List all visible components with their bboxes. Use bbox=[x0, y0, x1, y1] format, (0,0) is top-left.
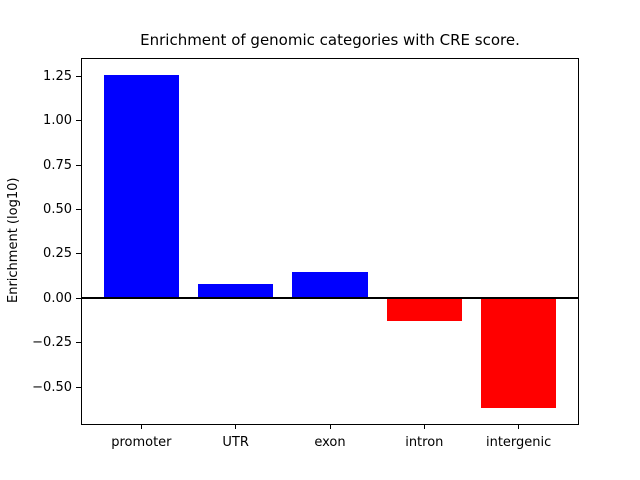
x-tick-mark bbox=[235, 425, 237, 429]
chart-title: Enrichment of genomic categories with CR… bbox=[140, 31, 520, 49]
x-tick-label-exon: exon bbox=[314, 435, 346, 450]
y-tick-mark bbox=[76, 75, 81, 77]
y-tick-mark bbox=[76, 209, 81, 211]
bar-exon bbox=[292, 271, 368, 299]
bar-UTR bbox=[197, 284, 274, 299]
x-tick-label-UTR: UTR bbox=[222, 435, 249, 450]
bar-intergenic bbox=[480, 298, 557, 409]
x-tick-label-intron: intron bbox=[405, 435, 444, 450]
x-tick-mark bbox=[140, 425, 142, 429]
y-tick-label: −0.25 bbox=[32, 335, 72, 351]
y-tick-label: 0.75 bbox=[43, 157, 72, 173]
y-tick-label: −0.50 bbox=[32, 379, 72, 395]
bar-promoter bbox=[103, 74, 180, 299]
y-tick-mark bbox=[76, 297, 81, 299]
x-tick-label-promoter: promoter bbox=[111, 435, 172, 450]
plot-area bbox=[81, 58, 579, 425]
y-tick-mark bbox=[76, 120, 81, 122]
y-tick-mark bbox=[76, 386, 81, 388]
y-tick-mark bbox=[76, 342, 81, 344]
x-tick-mark bbox=[518, 425, 520, 429]
y-tick-label: 0.25 bbox=[43, 246, 72, 262]
x-tick-mark bbox=[423, 425, 425, 429]
bar-intron bbox=[386, 298, 463, 322]
y-tick-label: 0.50 bbox=[43, 202, 72, 218]
y-tick-label: 0.00 bbox=[43, 290, 72, 306]
y-tick-mark bbox=[76, 253, 81, 255]
y-tick-label: 1.00 bbox=[43, 113, 72, 129]
y-axis-label: Enrichment (log10) bbox=[6, 177, 21, 303]
x-tick-mark bbox=[329, 425, 331, 429]
x-tick-label-intergenic: intergenic bbox=[485, 435, 552, 450]
y-tick-mark bbox=[76, 164, 81, 166]
y-tick-label: 1.25 bbox=[43, 68, 72, 84]
zero-line bbox=[82, 297, 578, 300]
